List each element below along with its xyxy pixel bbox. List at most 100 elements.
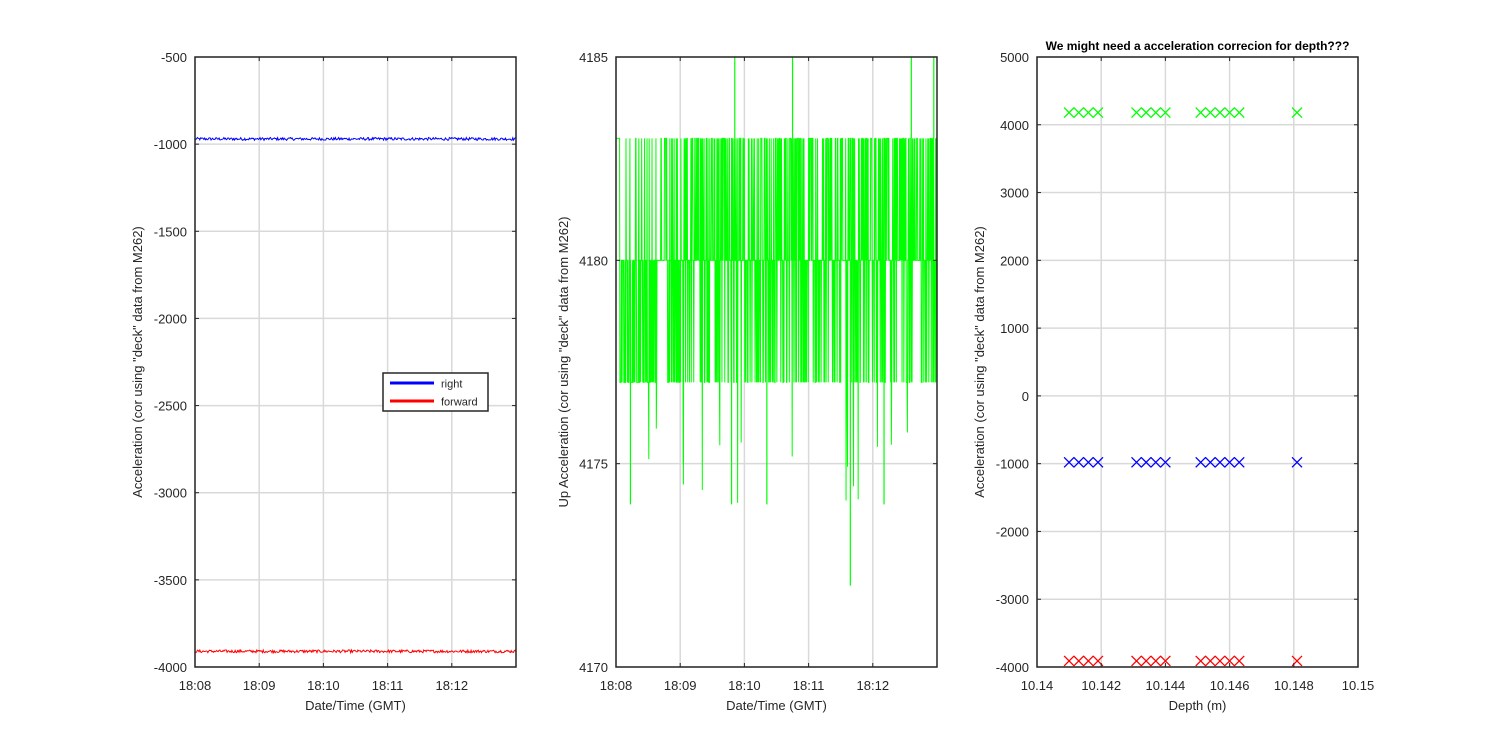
x-tick-label: 18:08 bbox=[600, 678, 633, 693]
scatter-point bbox=[1092, 456, 1104, 468]
scatter-point bbox=[1082, 655, 1094, 667]
scatter-point bbox=[1195, 107, 1207, 119]
y-tick-label: -1000 bbox=[154, 137, 187, 152]
x-axis-label: Date/Time (GMT) bbox=[305, 698, 406, 713]
scatter-point bbox=[1204, 456, 1216, 468]
scatter-point bbox=[1150, 456, 1162, 468]
x-tick-label: 18:11 bbox=[793, 678, 825, 693]
scatter-point bbox=[1063, 456, 1075, 468]
scatter-point bbox=[1140, 107, 1152, 119]
legend-label-right: right bbox=[441, 379, 462, 391]
x-tick-label: 18:12 bbox=[857, 678, 890, 693]
scatter-point bbox=[1224, 107, 1236, 119]
scatter-point bbox=[1140, 456, 1152, 468]
x-tick-label: 18:10 bbox=[307, 678, 340, 693]
scatter-point bbox=[1082, 456, 1094, 468]
scatter-point bbox=[1092, 107, 1104, 119]
scatter-point bbox=[1159, 456, 1171, 468]
y-tick-label: 5000 bbox=[1000, 50, 1029, 65]
scatter-point bbox=[1233, 107, 1245, 119]
scatter-point bbox=[1082, 107, 1094, 119]
scatter-point bbox=[1195, 655, 1207, 667]
y-tick-label: -1000 bbox=[996, 457, 1029, 472]
y-tick-label: -500 bbox=[161, 50, 187, 65]
y-tick-label: 0 bbox=[1022, 389, 1029, 404]
scatter-point bbox=[1204, 655, 1216, 667]
scatter-point bbox=[1073, 456, 1085, 468]
scatter-point bbox=[1233, 655, 1245, 667]
legend-box bbox=[382, 372, 489, 412]
x-tick-label: 10.144 bbox=[1146, 678, 1186, 693]
series-layer bbox=[616, 57, 938, 586]
y-tick-label: -2000 bbox=[154, 311, 187, 326]
scatter-point bbox=[1131, 107, 1142, 119]
scatter-point bbox=[1224, 655, 1236, 667]
y-tick-label: -3000 bbox=[996, 592, 1029, 607]
scatter-point bbox=[1214, 107, 1226, 119]
x-tick-label: 18:08 bbox=[179, 678, 212, 693]
grid-lines bbox=[194, 56, 516, 668]
panel-accel-right-forward: 18:08 18:09 18:10 18:11 18:12 -4000 -3500 -3000… bbox=[130, 50, 517, 713]
y-tick-label: 4185 bbox=[579, 50, 608, 65]
series-layer bbox=[194, 136, 517, 655]
scatter-point bbox=[1159, 107, 1171, 119]
x-tick-label: 10.146 bbox=[1210, 678, 1250, 693]
x-tick-label: 10.148 bbox=[1274, 678, 1314, 693]
chart-title: We might need a acceleration correcion f… bbox=[1046, 39, 1350, 53]
y-tick-label: -2500 bbox=[154, 399, 187, 414]
scatter-point bbox=[1073, 107, 1085, 119]
y-tick-label: 3000 bbox=[1000, 186, 1029, 201]
y-tick-label: 1000 bbox=[1000, 321, 1029, 336]
tick-layer: 18:08 18:09 18:10 18:11 18:12 -4000 -3500 -3000… bbox=[154, 50, 516, 693]
y-axis-label: Acceleration (cor using "deck" data from… bbox=[972, 226, 987, 498]
x-axis-label: Date/Time (GMT) bbox=[726, 698, 827, 713]
x-tick-label: 18:12 bbox=[436, 678, 469, 693]
y-tick-label: -2000 bbox=[996, 524, 1029, 539]
panel-up-acceleration: 18:08 18:09 18:10 18:11 18:12 4170 4175 4180 418… bbox=[556, 50, 938, 713]
scatter-point bbox=[1073, 655, 1085, 667]
y-tick-label: -3000 bbox=[154, 486, 187, 501]
y-tick-label: -4000 bbox=[996, 660, 1029, 675]
scatter-point bbox=[1159, 655, 1171, 667]
scatter-point bbox=[1214, 456, 1226, 468]
y-axis-label: Up Acceleration (cor using "deck" data f… bbox=[556, 216, 571, 507]
scatter-point bbox=[1063, 655, 1075, 667]
x-tick-label: 10.142 bbox=[1081, 678, 1121, 693]
y-tick-label: 4000 bbox=[1000, 118, 1029, 133]
series-layer bbox=[1063, 107, 1303, 667]
legend: right forward bbox=[382, 372, 489, 412]
grid-lines bbox=[1036, 56, 1359, 668]
scatter-point bbox=[1131, 456, 1142, 468]
x-tick-label: 18:10 bbox=[728, 678, 761, 693]
panel-accel-vs-depth: 10.14 10.142 10.144 10.146 10.148 10.15 -4000 -… bbox=[972, 39, 1374, 713]
series-line-up-acceleration bbox=[616, 137, 938, 503]
series-line-forward bbox=[194, 648, 517, 655]
scatter-point bbox=[1063, 107, 1075, 119]
scatter-point bbox=[1233, 456, 1245, 468]
y-tick-label: -4000 bbox=[154, 660, 187, 675]
y-axis-label: Acceleration (cor using "deck" data from… bbox=[130, 226, 145, 498]
scatter-point bbox=[1150, 107, 1162, 119]
scatter-point bbox=[1140, 655, 1152, 667]
scatter-point bbox=[1204, 107, 1216, 119]
y-tick-label: -1500 bbox=[154, 224, 187, 239]
tick-layer: 10.14 10.142 10.144 10.146 10.148 10.15 -4000 -… bbox=[996, 50, 1375, 693]
axes-box bbox=[615, 56, 938, 668]
y-tick-label: 2000 bbox=[1000, 253, 1029, 268]
axes-box bbox=[194, 56, 517, 668]
legend-label-forward: forward bbox=[441, 397, 478, 409]
scatter-point bbox=[1291, 107, 1303, 119]
tick-layer: 18:08 18:09 18:10 18:11 18:12 4170 4175 4180 418… bbox=[579, 50, 937, 693]
series-line-right bbox=[194, 136, 517, 142]
x-tick-label: 18:09 bbox=[243, 678, 276, 693]
x-tick-label: 18:09 bbox=[664, 678, 697, 693]
y-tick-label: -3500 bbox=[154, 573, 187, 588]
x-tick-label: 18:11 bbox=[372, 678, 404, 693]
y-tick-label: 4180 bbox=[579, 253, 608, 268]
scatter-point bbox=[1214, 655, 1226, 667]
y-tick-label: 4175 bbox=[579, 457, 608, 472]
x-tick-label: 10.14 bbox=[1021, 678, 1054, 693]
x-tick-label: 10.15 bbox=[1342, 678, 1375, 693]
y-tick-label: 4170 bbox=[579, 660, 608, 675]
